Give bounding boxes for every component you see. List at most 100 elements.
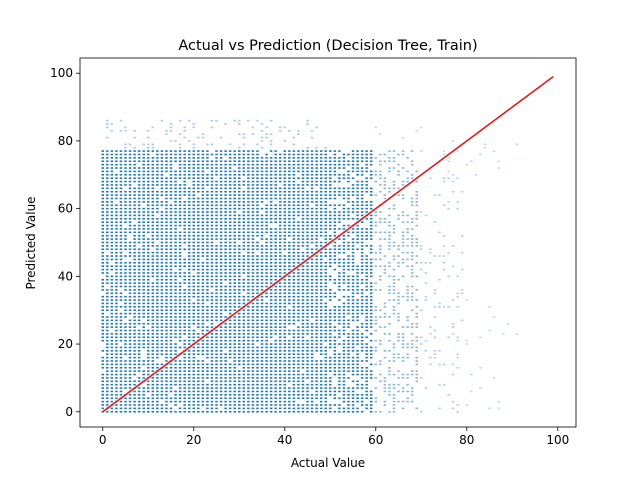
scatter-point bbox=[197, 251, 200, 254]
scatter-point bbox=[151, 194, 155, 196]
scatter-point bbox=[197, 350, 200, 352]
scatter-point bbox=[115, 248, 118, 251]
scatter-point bbox=[369, 234, 373, 237]
scatter-point bbox=[101, 190, 104, 193]
scatter-point bbox=[247, 397, 250, 400]
scatter-point bbox=[228, 322, 232, 325]
scatter-point bbox=[356, 292, 359, 295]
scatter-point bbox=[338, 356, 341, 359]
scatter-point bbox=[106, 153, 109, 156]
scatter-point bbox=[233, 346, 236, 349]
scatter-point bbox=[351, 207, 355, 210]
scatter-point bbox=[124, 285, 127, 288]
scatter-point bbox=[238, 356, 241, 359]
scatter-point bbox=[128, 343, 132, 345]
scatter-point bbox=[110, 387, 114, 389]
scatter-point bbox=[369, 157, 373, 159]
scatter-point bbox=[233, 350, 236, 352]
scatter-point bbox=[297, 397, 300, 400]
scatter-point bbox=[210, 255, 214, 257]
scatter-point bbox=[247, 221, 250, 223]
scatter-point bbox=[360, 228, 364, 230]
scatter-point bbox=[415, 262, 418, 264]
scatter-point bbox=[265, 383, 268, 386]
scatter-point bbox=[369, 309, 373, 312]
scatter-point bbox=[233, 119, 236, 122]
scatter-point bbox=[128, 336, 132, 339]
scatter-point bbox=[278, 336, 282, 339]
scatter-point bbox=[247, 363, 250, 366]
scatter-point bbox=[169, 282, 173, 284]
scatter-point bbox=[128, 363, 132, 366]
scatter-point bbox=[324, 163, 327, 166]
scatter-point bbox=[338, 180, 341, 183]
scatter-point bbox=[297, 221, 300, 223]
scatter-point bbox=[415, 380, 418, 383]
scatter-point bbox=[147, 319, 150, 322]
scatter-point bbox=[292, 241, 296, 244]
scatter-point bbox=[251, 211, 255, 213]
scatter-point bbox=[292, 265, 296, 267]
scatter-point bbox=[342, 258, 346, 261]
scatter-point bbox=[169, 268, 173, 271]
scatter-point bbox=[169, 218, 173, 220]
scatter-point bbox=[183, 299, 186, 301]
scatter-point bbox=[133, 336, 136, 339]
scatter-point bbox=[210, 211, 214, 213]
scatter-point bbox=[265, 380, 268, 383]
scatter-point bbox=[301, 190, 305, 193]
scatter-point bbox=[124, 387, 127, 389]
scatter-point bbox=[251, 346, 255, 349]
scatter-point bbox=[292, 366, 296, 369]
scatter-point bbox=[383, 272, 387, 274]
scatter-point bbox=[228, 184, 232, 186]
scatter-point bbox=[151, 319, 155, 322]
scatter-point bbox=[356, 356, 359, 359]
scatter-point bbox=[197, 214, 200, 217]
scatter-point bbox=[160, 370, 164, 372]
scatter-point bbox=[169, 322, 173, 325]
scatter-point bbox=[306, 394, 309, 396]
scatter-point bbox=[283, 339, 287, 342]
scatter-point bbox=[319, 350, 323, 352]
scatter-point bbox=[360, 187, 364, 190]
scatter-point bbox=[301, 150, 305, 152]
scatter-point bbox=[388, 373, 391, 376]
scatter-point bbox=[256, 400, 259, 403]
scatter-point bbox=[465, 163, 469, 166]
scatter-point bbox=[242, 167, 246, 169]
scatter-point bbox=[178, 302, 182, 305]
scatter-point bbox=[265, 319, 268, 322]
scatter-point bbox=[319, 319, 323, 322]
scatter-point bbox=[365, 218, 368, 220]
scatter-point bbox=[151, 397, 155, 400]
scatter-point bbox=[301, 316, 305, 318]
scatter-point bbox=[447, 275, 450, 278]
scatter-point bbox=[178, 373, 182, 376]
scatter-point bbox=[128, 245, 132, 247]
scatter-point bbox=[297, 177, 300, 179]
scatter-point bbox=[219, 173, 223, 176]
scatter-point bbox=[106, 170, 109, 173]
scatter-point bbox=[283, 285, 287, 288]
scatter-point bbox=[238, 326, 241, 328]
scatter-point bbox=[242, 319, 246, 322]
scatter-point bbox=[210, 282, 214, 284]
scatter-point bbox=[187, 163, 191, 166]
scatter-point bbox=[333, 295, 337, 298]
scatter-point bbox=[274, 363, 277, 366]
scatter-point bbox=[401, 339, 405, 342]
scatter-point bbox=[297, 167, 300, 169]
scatter-point bbox=[319, 187, 323, 190]
scatter-point bbox=[256, 282, 259, 284]
scatter-point bbox=[247, 167, 250, 169]
scatter-point bbox=[210, 207, 214, 210]
scatter-point bbox=[333, 360, 337, 362]
scatter-point bbox=[115, 194, 118, 196]
scatter-point bbox=[360, 184, 364, 186]
scatter-point bbox=[165, 234, 168, 237]
scatter-point bbox=[292, 224, 296, 227]
scatter-point bbox=[369, 292, 373, 295]
scatter-point bbox=[151, 285, 155, 288]
scatter-point bbox=[497, 400, 500, 403]
